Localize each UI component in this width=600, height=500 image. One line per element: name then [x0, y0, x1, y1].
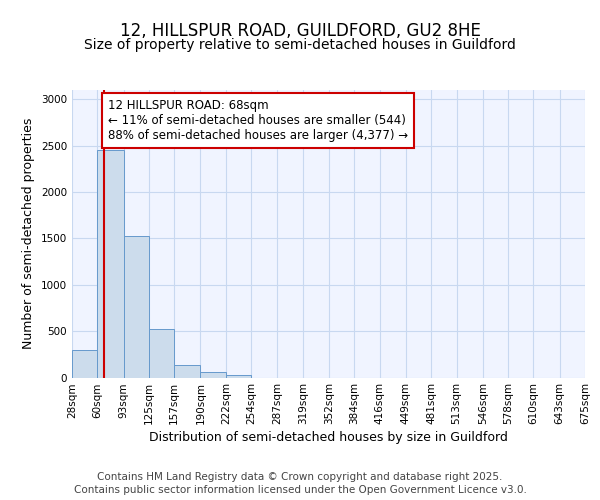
Bar [72, 350, 97, 378]
Bar [200, 372, 226, 378]
Y-axis label: Number of semi-detached properties: Number of semi-detached properties [22, 118, 35, 350]
Text: 12 HILLSPUR ROAD: 68sqm
← 11% of semi-detached houses are smaller (544)
88% of s: 12 HILLSPUR ROAD: 68sqm ← 11% of semi-de… [108, 98, 408, 142]
Bar [149, 330, 174, 378]
X-axis label: Distribution of semi-detached houses by size in Guildford: Distribution of semi-detached houses by … [149, 432, 508, 444]
Bar [124, 236, 149, 378]
Text: Contains HM Land Registry data © Crown copyright and database right 2025.: Contains HM Land Registry data © Crown c… [97, 472, 503, 482]
Text: Size of property relative to semi-detached houses in Guildford: Size of property relative to semi-detach… [84, 38, 516, 52]
Bar [226, 374, 251, 378]
Bar [174, 366, 200, 378]
Text: Contains public sector information licensed under the Open Government Licence v3: Contains public sector information licen… [74, 485, 526, 495]
Bar [97, 150, 124, 378]
Text: 12, HILLSPUR ROAD, GUILDFORD, GU2 8HE: 12, HILLSPUR ROAD, GUILDFORD, GU2 8HE [119, 22, 481, 40]
